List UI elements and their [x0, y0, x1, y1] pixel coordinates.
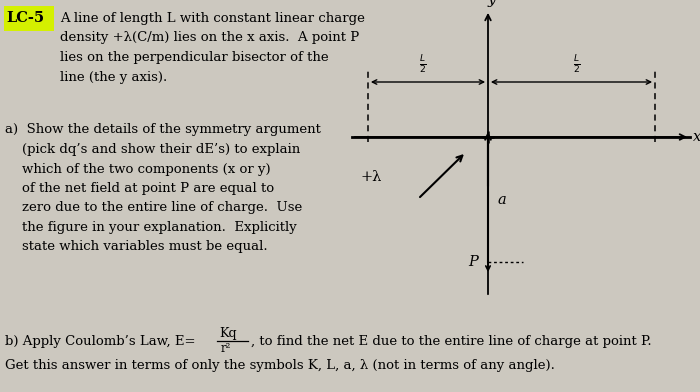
Text: LC-5: LC-5 — [6, 11, 44, 25]
Text: x: x — [693, 130, 700, 144]
Text: Get this answer in terms of only the symbols K, L, a, λ (not in terms of any ang: Get this answer in terms of only the sym… — [5, 359, 555, 372]
Text: the figure in your explanation.  Explicitly: the figure in your explanation. Explicit… — [5, 221, 297, 234]
Text: Kq: Kq — [219, 327, 237, 340]
Text: , to find the net E due to the entire line of charge at point P.: , to find the net E due to the entire li… — [251, 336, 652, 348]
Text: zero due to the entire line of charge.  Use: zero due to the entire line of charge. U… — [5, 201, 302, 214]
Text: b) Apply Coulomb’s Law, E=: b) Apply Coulomb’s Law, E= — [5, 336, 195, 348]
Text: P: P — [468, 255, 478, 269]
Text: y: y — [488, 0, 496, 7]
Text: (pick dq’s and show their dE’s) to explain: (pick dq’s and show their dE’s) to expla… — [5, 143, 300, 156]
Text: $\frac{L}{2}$: $\frac{L}{2}$ — [419, 54, 427, 76]
Text: state which variables must be equal.: state which variables must be equal. — [5, 241, 267, 254]
Text: A line of length L with constant linear charge: A line of length L with constant linear … — [60, 12, 365, 25]
Text: lies on the perpendicular bisector of the: lies on the perpendicular bisector of th… — [60, 51, 328, 64]
Text: a)  Show the details of the symmetry argument: a) Show the details of the symmetry argu… — [5, 123, 321, 136]
Text: r²: r² — [221, 343, 232, 356]
Text: density +λ(C/m) lies on the x axis.  A point P: density +λ(C/m) lies on the x axis. A po… — [60, 31, 359, 45]
Text: of the net field at point P are equal to: of the net field at point P are equal to — [5, 182, 274, 195]
Text: a: a — [498, 192, 507, 207]
FancyBboxPatch shape — [4, 6, 54, 31]
Text: line (the y axis).: line (the y axis). — [60, 71, 167, 83]
Text: which of the two components (x or y): which of the two components (x or y) — [5, 163, 271, 176]
Text: $\frac{L}{2}$: $\frac{L}{2}$ — [573, 54, 580, 76]
Text: +λ: +λ — [360, 170, 382, 184]
